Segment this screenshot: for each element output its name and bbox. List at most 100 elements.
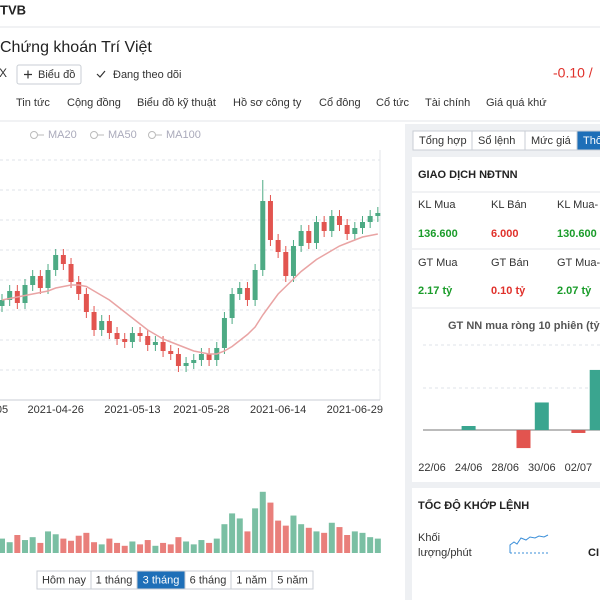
volume-bar	[0, 538, 5, 553]
range-button[interactable]	[271, 570, 314, 590]
candle-body	[53, 255, 59, 270]
volume-bar	[367, 537, 374, 553]
candle-body	[329, 216, 335, 231]
foreign-label: KL Mua	[418, 199, 456, 211]
nav-tab[interactable]: Hồ sơ công ty	[233, 97, 302, 109]
volume-bar	[14, 535, 21, 553]
x-tick-label: 2021-05-13	[104, 404, 160, 416]
nav-tab[interactable]: Cộng đồng	[67, 97, 121, 109]
exchange: X	[0, 66, 7, 80]
candle-body	[7, 291, 13, 300]
nav-tab[interactable]: Tài chính	[425, 97, 470, 109]
volume-bar	[213, 538, 220, 553]
candle-body	[114, 333, 120, 339]
candle-body	[60, 255, 66, 264]
volume-bar	[328, 522, 335, 553]
candle-body	[91, 312, 97, 330]
candle-body	[283, 252, 289, 276]
candle-body	[336, 216, 342, 225]
speed-card	[412, 488, 600, 600]
range-button-label[interactable]: 1 tháng	[96, 574, 133, 586]
price-change: -0.10 /	[553, 65, 593, 81]
volume-bar	[152, 545, 159, 553]
chart-button-label[interactable]: Biểu đồ	[38, 69, 75, 81]
candle-body	[0, 300, 5, 306]
follow-button[interactable]: Đang theo dõi	[113, 69, 182, 81]
volume-bar	[175, 537, 182, 553]
range-button-label[interactable]: 5 năm	[277, 574, 308, 586]
volume-bar	[252, 508, 259, 553]
nav-tab[interactable]: Giá quá khứ	[486, 97, 547, 109]
plus-icon	[24, 70, 32, 79]
volume-bar	[75, 535, 82, 553]
range-button-label[interactable]: 1 năm	[236, 574, 267, 586]
volume-bar	[190, 544, 197, 553]
volume-bar	[91, 542, 98, 553]
legend-label[interactable]: MA50	[108, 129, 137, 141]
range-button-label[interactable]: 3 tháng	[143, 574, 180, 586]
candle-body	[313, 222, 319, 243]
volume-bar	[83, 532, 90, 553]
candle-body	[129, 333, 135, 342]
candle-body	[137, 333, 143, 336]
candle-body	[352, 228, 358, 234]
foreign-title: GIAO DỊCH NĐTNN	[418, 169, 518, 181]
speed-value: CI	[588, 547, 599, 559]
x-tick-label: 2021-06-29	[327, 404, 383, 416]
ma20-line	[1, 233, 378, 355]
volume-bar	[52, 534, 59, 553]
volume-bar	[22, 540, 29, 553]
speed-label: lượng/phút	[418, 547, 472, 559]
volume-bar	[298, 524, 305, 553]
net-bar	[571, 430, 586, 433]
nav-tab[interactable]: Tin tức	[16, 97, 50, 109]
legend-label[interactable]: MA100	[166, 129, 201, 141]
volume-bar	[236, 518, 243, 553]
check-icon	[96, 70, 106, 78]
side-tab[interactable]	[576, 130, 600, 151]
volume-bar	[137, 544, 144, 553]
range-button-label[interactable]: 6 tháng	[190, 574, 227, 586]
candle-body	[45, 270, 51, 288]
volume-bar	[374, 538, 381, 553]
side-tab-label[interactable]: Thô	[583, 135, 600, 147]
net-x-label: 28/06	[491, 462, 519, 474]
volume-bar	[229, 513, 236, 553]
candle-body	[275, 240, 281, 252]
side-tab-label[interactable]: Tổng hợp	[419, 135, 467, 147]
legend-marker	[90, 131, 98, 139]
nav-tab[interactable]: Cổ đông	[319, 97, 361, 109]
foreign-label: KL Bán	[491, 199, 527, 211]
candle-body	[221, 318, 227, 348]
nav-tab[interactable]: Cổ tức	[376, 97, 410, 109]
volume-bar	[160, 542, 167, 553]
candle-body	[30, 276, 36, 285]
candle-body	[198, 354, 204, 360]
foreign-value: 130.600	[557, 228, 597, 240]
x-tick-label: 2021-06-14	[250, 404, 306, 416]
net-bar	[516, 430, 531, 449]
range-button-label[interactable]: Hôm nay	[42, 574, 87, 586]
candle-body	[252, 270, 258, 300]
candle-body	[344, 225, 350, 234]
foreign-value: 2.17 tỷ	[418, 285, 453, 297]
candle-body	[359, 222, 365, 228]
candle-body	[206, 354, 212, 360]
legend-label[interactable]: MA20	[48, 129, 77, 141]
x-tick-label: 05	[0, 404, 8, 416]
chart-button[interactable]	[16, 64, 82, 85]
volume-bar	[68, 540, 75, 553]
side-tab-label[interactable]: Mức giá	[531, 135, 572, 147]
candle-body	[244, 288, 250, 300]
side-tab-label[interactable]: Sổ lệnh	[478, 135, 515, 147]
nav-tab[interactable]: Biểu đồ kỹ thuật	[137, 97, 216, 109]
volume-bar	[60, 538, 67, 553]
net-chart-title: GT NN mua ròng 10 phiên (tỷ	[448, 320, 600, 332]
volume-bar	[290, 515, 297, 553]
volume-bar	[275, 520, 282, 553]
volume-bar	[6, 542, 13, 553]
candle-body	[122, 339, 128, 342]
candle-body	[183, 363, 189, 366]
